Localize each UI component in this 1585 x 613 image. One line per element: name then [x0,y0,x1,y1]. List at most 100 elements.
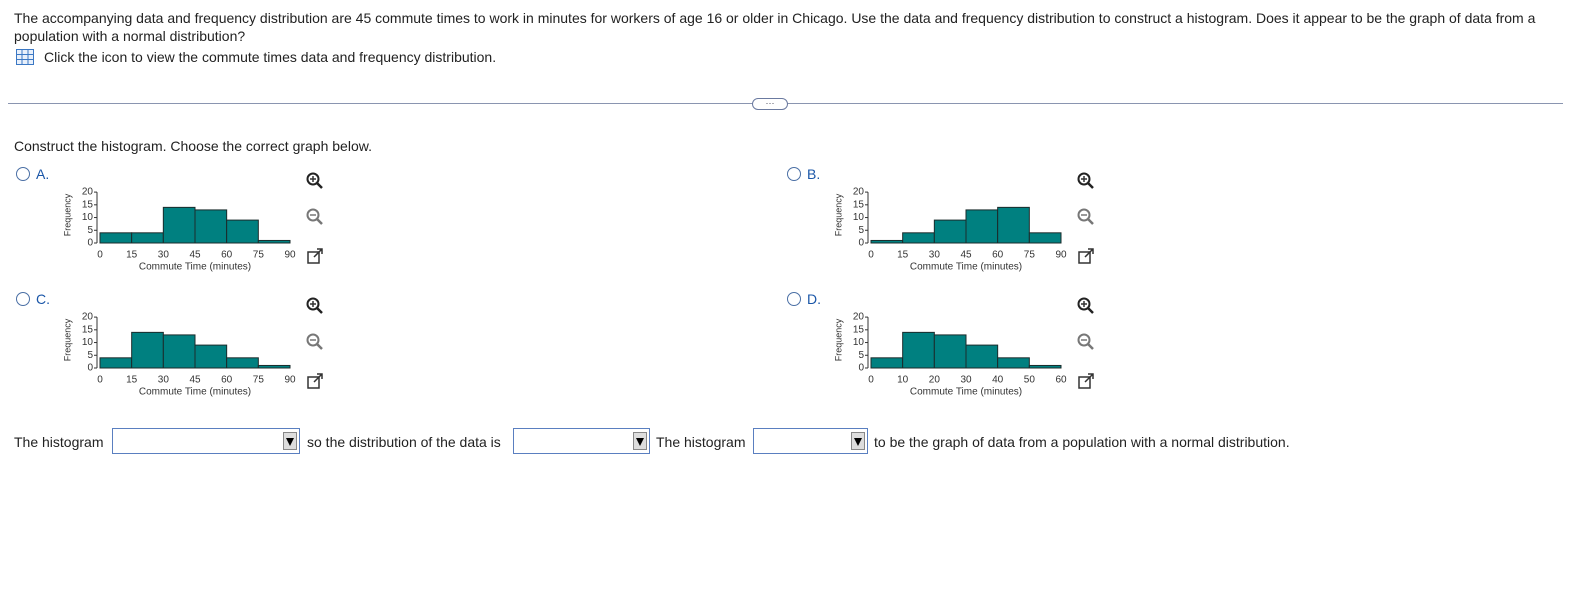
y-tick-label: 5 [858,225,864,236]
y-axis-label: Frequency [62,193,72,236]
y-tick-label: 20 [82,187,94,198]
option-label: D. [807,291,821,307]
dropdown[interactable] [112,428,300,454]
zoom-out-icon[interactable] [1075,206,1097,228]
data-link-row: Click the icon to view the commute times… [16,49,496,65]
open-new-window-icon[interactable] [1075,371,1097,393]
option[interactable]: D. [787,291,821,307]
x-tick-label: 0 [868,250,874,261]
zoom-out-icon[interactable] [1075,331,1097,353]
option[interactable]: B. [787,166,820,182]
y-tick-label: 0 [858,238,864,249]
y-tick-label: 10 [853,337,865,348]
bar [131,232,164,244]
x-tick-label: 90 [284,250,296,261]
y-tick-label: 5 [87,350,93,361]
x-tick-label: 0 [868,375,874,386]
zoom-in-icon[interactable] [304,170,326,192]
bar [162,206,196,244]
x-axis-label: Commute Time (minutes) [139,387,251,398]
radio[interactable] [16,292,30,306]
question-text: The accompanying data and frequency dist… [14,10,1536,44]
bar [131,331,164,369]
bar [226,219,259,244]
x-tick-label: 0 [97,250,103,261]
x-tick-label: 90 [1055,250,1067,261]
sentence-part: The histogram [14,434,104,450]
x-tick-label: 45 [960,250,972,261]
x-tick-label: 40 [992,375,1004,386]
option[interactable]: C. [16,291,50,307]
x-tick-label: 60 [992,250,1004,261]
sentence-part: The histogram [656,434,746,450]
data-link[interactable]: Click the icon to view the commute times… [44,49,497,65]
zoom-out-icon[interactable] [304,206,326,228]
bar [194,209,228,244]
zoom-out-icon[interactable] [304,331,326,353]
bar [194,344,228,369]
open-new-window-icon[interactable] [1075,246,1097,268]
sentence-part: to be the graph of data from a populatio… [874,434,1290,450]
radio[interactable] [787,292,801,306]
y-tick-label: 15 [853,199,865,210]
x-axis-label: Commute Time (minutes) [139,262,251,273]
y-axis-label: Frequency [833,318,843,361]
bar [870,239,904,244]
x-tick-label: 15 [126,250,138,261]
bar [997,357,1030,369]
option-label: C. [36,291,50,307]
bar [997,206,1030,244]
open-new-window-icon[interactable] [304,246,326,268]
zoom-in-icon[interactable] [1075,170,1097,192]
bar [1028,232,1062,244]
table-icon[interactable] [16,49,34,65]
x-tick-label: 30 [929,250,941,261]
x-tick-label: 30 [158,250,170,261]
y-tick-label: 15 [82,324,94,335]
x-axis-label: Commute Time (minutes) [910,387,1022,398]
y-tick-label: 20 [82,312,94,323]
zoom-in-icon[interactable] [304,295,326,317]
dropdown[interactable] [753,428,868,454]
radio[interactable] [16,167,30,181]
y-tick-label: 10 [853,212,865,223]
y-axis-label: Frequency [62,318,72,361]
expand-button[interactable]: ··· [752,98,788,110]
bar [965,209,999,244]
y-tick-label: 0 [87,238,93,249]
y-tick-label: 10 [82,337,94,348]
dropdown[interactable] [513,428,650,454]
x-tick-label: 50 [1024,375,1036,386]
bar [933,334,967,369]
x-tick-label: 45 [189,375,201,386]
x-tick-label: 15 [897,250,909,261]
bar [226,357,259,369]
y-tick-label: 0 [858,363,864,374]
y-tick-label: 20 [853,312,865,323]
y-tick-label: 20 [853,187,865,198]
x-tick-label: 10 [897,375,909,386]
y-tick-label: 0 [87,363,93,374]
x-tick-label: 30 [960,375,972,386]
bar [257,364,291,369]
y-tick-label: 5 [858,350,864,361]
bar [162,334,196,369]
x-tick-label: 75 [253,250,265,261]
open-new-window-icon[interactable] [304,371,326,393]
radio[interactable] [787,167,801,181]
option[interactable]: A. [16,166,49,182]
prompt: Construct the histogram. Choose the corr… [14,138,372,154]
bar [965,344,999,369]
zoom-in-icon[interactable] [1075,295,1097,317]
x-tick-label: 30 [158,375,170,386]
x-tick-label: 60 [221,375,233,386]
bar [99,232,133,244]
x-tick-label: 90 [284,375,296,386]
y-tick-label: 10 [82,212,94,223]
y-tick-label: 15 [853,324,865,335]
x-tick-label: 60 [1055,375,1067,386]
